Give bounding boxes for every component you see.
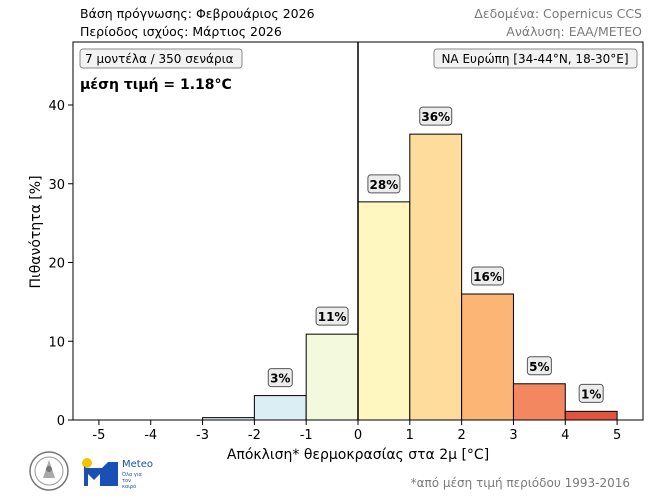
valid-period-text: Περίοδος ισχύος: Μάρτιος 2026 (80, 24, 282, 39)
histogram-bar (461, 293, 514, 421)
ticks-layer: -5 -4 -3 -2 -1 0 1 2 3 4 5 0 10 20 30 40 (48, 99, 621, 443)
bar-label-box (471, 266, 505, 286)
x-tick-label: -3 (196, 428, 209, 443)
x-tick-label: -4 (144, 428, 157, 443)
footnote-text: *από μέση τιμή περιόδου 1993-2016 (410, 476, 630, 490)
y-tick-label: 40 (48, 99, 65, 114)
bar-labels-layer: 3% 11% 28% 36% 16% 5% 1% (267, 106, 604, 403)
x-tick-label: -1 (300, 428, 313, 443)
bar-label: 36% (421, 110, 450, 124)
bars-layer (202, 133, 618, 421)
university-seal-logo (29, 451, 69, 491)
histogram-bar (409, 133, 463, 421)
bar-label-box (578, 383, 604, 403)
meteo-logo: Meteo Όλα για τον καιρό (80, 456, 160, 490)
x-axis-label: Απόκλιση* θερμοκρασίας στα 2μ [°C] (227, 447, 489, 463)
meteo-logo-tagline: Όλα για τον καιρό (122, 472, 142, 490)
region-annotation-box: ΝΑ Ευρώπη [34-44°N, 18-30°E] (433, 48, 638, 69)
forecast-base-text: Βάση πρόγνωσης: Φεβρουάριος 2026 (80, 6, 315, 21)
bar-label-box (267, 368, 293, 388)
bar-label-box (526, 356, 552, 376)
x-tick-label: -2 (248, 428, 261, 443)
x-tick-label: 0 (354, 428, 362, 443)
bar-label: 16% (473, 270, 502, 284)
histogram-bar (564, 410, 618, 421)
y-tick-label: 30 (48, 178, 65, 193)
bar-label: 5% (529, 360, 549, 374)
y-tick-label: 0 (57, 414, 65, 429)
x-tick-label: 1 (406, 428, 414, 443)
y-axis-label: Πιθανότητα [%] (28, 175, 44, 288)
bar-label: 28% (370, 178, 399, 192)
histogram-bar (253, 395, 307, 421)
region-text: ΝΑ Ευρώπη [34-44°N, 18-30°E] (441, 52, 628, 66)
y-tick-label: 20 (48, 257, 65, 272)
y-tick-label: 10 (48, 335, 65, 350)
histogram-bar (357, 201, 411, 421)
models-annotation-box: 7 μοντέλα / 350 σενάρια (79, 48, 243, 69)
bar-label-box (367, 174, 401, 194)
models-text: 7 μοντέλα / 350 σενάρια (85, 52, 234, 66)
x-tick-label: 2 (457, 428, 465, 443)
x-tick-label: 4 (561, 428, 569, 443)
mean-value-text: μέση τιμή = 1.18°C (80, 77, 232, 93)
bar-label-box (315, 306, 349, 326)
x-tick-label: -5 (92, 428, 105, 443)
analysis-text: Ανάλυση: ΕΑΑ/ΜΕΤΕΟ (506, 24, 642, 39)
x-tick-label: 5 (613, 428, 621, 443)
histogram-bar (512, 383, 566, 421)
bar-label: 11% (318, 310, 347, 324)
bar-label-box (419, 106, 453, 126)
histogram-bar (305, 333, 359, 421)
data-source-text: Δεδομένα: Copernicus CCS (474, 6, 642, 21)
bar-label: 3% (270, 372, 290, 386)
meteo-logo-mark (82, 458, 118, 486)
x-tick-label: 3 (509, 428, 517, 443)
meteo-logo-text: Meteo (122, 459, 153, 470)
bar-label: 1% (581, 387, 601, 401)
